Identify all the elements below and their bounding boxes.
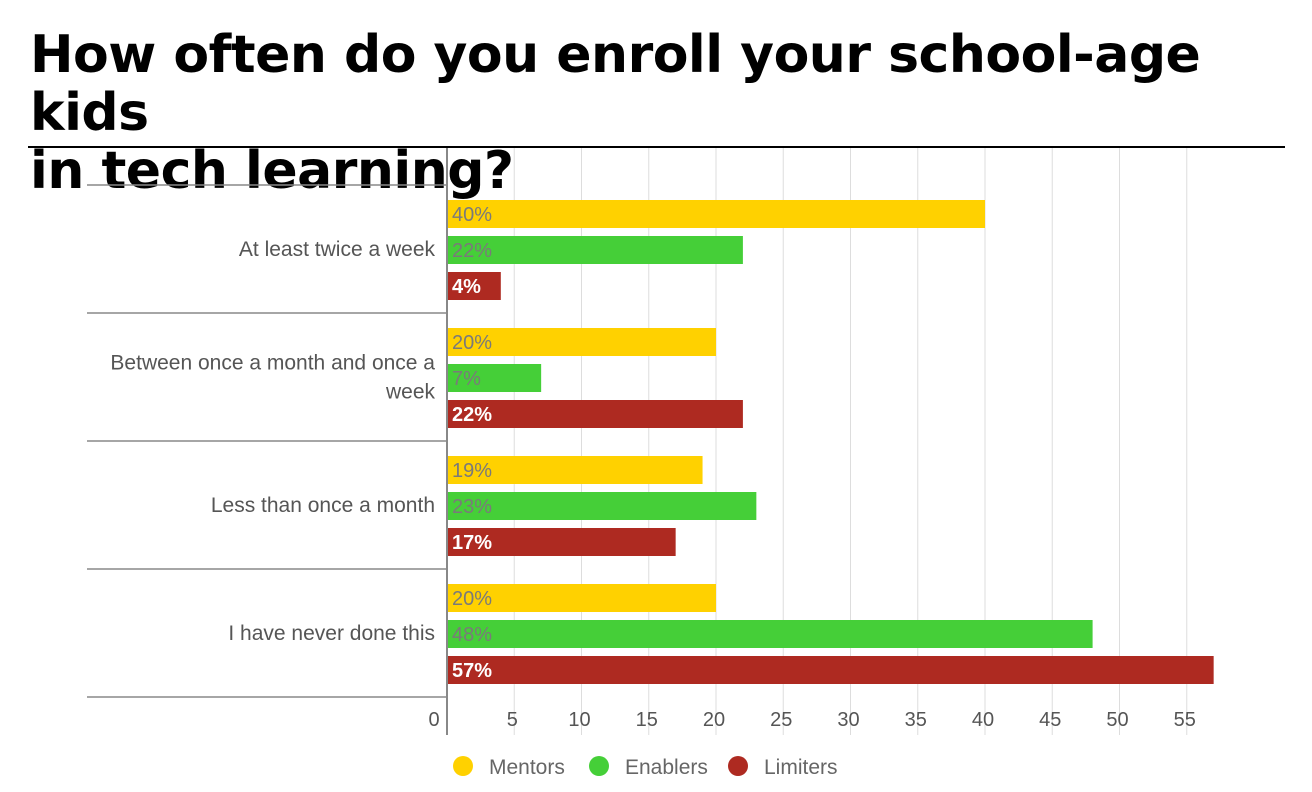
x-tick-label: 40: [972, 709, 994, 731]
bar-value-label: 22%: [452, 404, 492, 426]
category-label: At least twice a week: [239, 238, 436, 261]
bar-value-label: 23%: [452, 496, 492, 518]
bar-enablers: [448, 492, 757, 520]
bar-value-label: 19%: [452, 460, 492, 482]
title-line-1: How often do you enroll your school-age …: [30, 25, 1201, 143]
bar-mentors: [448, 584, 716, 612]
x-tick-label: 35: [905, 709, 927, 731]
bar-value-label: 40%: [452, 204, 492, 226]
title-line-2: in tech learning?: [30, 141, 514, 201]
bar-mentors: [448, 456, 703, 484]
legend-marker-limiters: [728, 756, 748, 776]
category-label: week: [385, 381, 436, 404]
legend-marker-mentors: [453, 756, 473, 776]
category-label: Between once a month and once a: [110, 352, 435, 375]
bar-value-label: 7%: [452, 368, 481, 390]
x-tick-label: 15: [636, 709, 658, 731]
page-title: How often do you enroll your school-age …: [30, 26, 1300, 200]
category-label: Less than once a month: [211, 494, 435, 517]
bar-value-label: 4%: [452, 276, 481, 298]
x-tick-label: 50: [1106, 709, 1128, 731]
bar-limiters: [448, 656, 1214, 684]
bar-enablers: [448, 236, 743, 264]
x-tick-label: 25: [770, 709, 792, 731]
bar-enablers: [448, 364, 542, 392]
bar-value-label: 22%: [452, 240, 492, 262]
bar-value-label: 57%: [452, 660, 492, 682]
bar-enablers: [448, 620, 1093, 648]
x-tick-label: 5: [507, 709, 518, 731]
legend-label-limiters: Limiters: [764, 756, 838, 779]
legend-label-enablers: Enablers: [625, 756, 708, 779]
bar-value-label: 20%: [452, 588, 492, 610]
x-tick-label: 30: [837, 709, 859, 731]
x-tick-label: 10: [568, 709, 590, 731]
bar-value-label: 48%: [452, 624, 492, 646]
bar-limiters: [448, 272, 501, 300]
category-label: I have never done this: [228, 622, 435, 645]
legend-label-mentors: Mentors: [489, 756, 565, 779]
x-tick-label: 0: [428, 709, 439, 731]
legend-marker-enablers: [589, 756, 609, 776]
x-tick-label: 55: [1174, 709, 1196, 731]
bar-mentors: [448, 328, 716, 356]
x-tick-label: 20: [703, 709, 725, 731]
bar-value-label: 17%: [452, 532, 492, 554]
bar-limiters: [448, 400, 743, 428]
bar-mentors: [448, 200, 985, 228]
bar-value-label: 20%: [452, 332, 492, 354]
x-tick-label: 45: [1039, 709, 1061, 731]
bar-limiters: [448, 528, 676, 556]
